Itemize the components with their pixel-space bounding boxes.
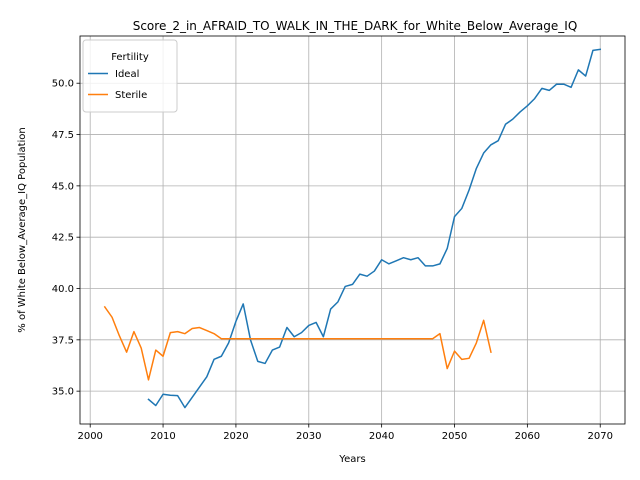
- x-axis-label: Years: [338, 454, 365, 465]
- y-tick-label: 42.5: [52, 233, 74, 244]
- x-tick-label: 2020: [223, 431, 248, 442]
- x-tick-label: 2030: [296, 431, 321, 442]
- y-tick-label: 45.0: [52, 181, 74, 192]
- y-tick-label: 37.5: [52, 335, 74, 346]
- y-axis: 35.0 37.5 40.0 42.5 45.0 47.5 50.0: [52, 79, 80, 398]
- y-tick-label: 35.0: [52, 387, 74, 398]
- y-tick-label: 40.0: [52, 284, 74, 295]
- legend: Fertility Ideal Sterile: [83, 40, 177, 112]
- x-axis: 2000 2010 2020 2030 2040 2050 2060 2070: [77, 424, 612, 442]
- chart-title: Score_2_in_AFRAID_TO_WALK_IN_THE_DARK_fo…: [133, 19, 578, 33]
- y-tick-label: 47.5: [52, 130, 74, 141]
- x-tick-label: 2070: [588, 431, 613, 442]
- x-tick-label: 2010: [150, 431, 175, 442]
- series-layer: [105, 49, 600, 407]
- x-tick-label: 2050: [442, 431, 467, 442]
- series-line-ideal: [148, 49, 600, 407]
- legend-label-ideal: Ideal: [115, 69, 139, 80]
- legend-title: Fertility: [111, 52, 149, 63]
- x-tick-label: 2060: [515, 431, 540, 442]
- x-tick-label: 2040: [369, 431, 394, 442]
- legend-label-sterile: Sterile: [115, 90, 147, 101]
- y-axis-label: % of White Below_Average_IQ Population: [17, 127, 28, 332]
- x-tick-label: 2000: [77, 431, 102, 442]
- y-tick-label: 50.0: [52, 79, 74, 90]
